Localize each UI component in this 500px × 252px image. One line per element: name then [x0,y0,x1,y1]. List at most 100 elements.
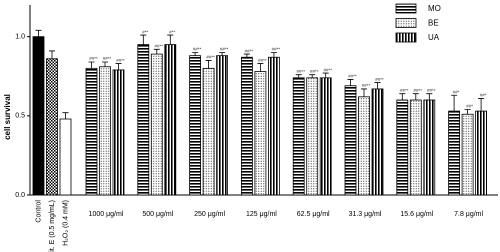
annotation: ##** [310,69,319,74]
annotation: ##** [155,44,164,49]
error-bar [219,52,226,56]
control-bar [32,36,45,196]
annotation: ##** [414,88,423,93]
bar [240,56,253,196]
error-bar [167,34,174,45]
error-bar [412,93,419,100]
annotation: ##** [220,47,229,52]
error-bar [464,109,471,115]
error-bar [451,94,458,112]
control-bar [46,58,58,196]
error-bar [399,93,406,100]
y-tick-label: 0.0 [15,192,25,199]
bar [371,88,384,196]
error-bar [115,63,122,70]
error-bar [295,74,302,78]
annotation: ##** [323,67,332,72]
bar [409,99,422,196]
legend-label: UA [428,33,440,42]
error-bar [243,53,250,58]
legend-label: BE [428,19,439,28]
y-axis-label: cell survival [3,94,12,140]
error-bar [88,61,95,69]
annotation: ##* [453,89,460,94]
annotation: ##** [258,58,267,63]
annotation: ##** [116,58,125,63]
error-bar [270,52,277,58]
annotation: ##* [466,104,473,109]
control-bar [59,118,72,196]
error-bar [374,82,381,89]
error-bar [205,60,212,69]
error-bar [426,93,433,100]
bar [267,56,280,196]
bar [99,66,111,196]
annotation: ##** [375,77,384,82]
error-bar [62,112,69,119]
annotation: #** [169,29,175,34]
annotation: ##** [206,55,215,60]
error-bar [153,48,160,55]
x-tick-label: 250 μg/ml [194,211,225,218]
error-bar [478,98,485,112]
annotation: ##** [348,74,357,79]
annotation: ##* [480,93,487,98]
x-tick-label: H₂O₂ (0.4 mM) [62,200,69,246]
legend-swatch [395,3,417,14]
x-tick-label: 1000 μg/ml [89,211,124,218]
bar [358,96,370,196]
annotation: ##** [362,83,371,88]
bar [396,99,409,196]
annotation: ##** [103,56,112,61]
bar [306,77,319,196]
annotation: ##** [245,48,254,53]
bar [344,85,357,196]
x-tick-label: 7.8 μg/ml [454,211,483,218]
bar [164,44,177,196]
x-tick-label: 500 μg/ml [142,211,173,218]
bar [112,69,125,196]
annotation: ##** [427,88,436,93]
legend-label: MO [428,4,441,13]
x-tick-label: 125 μg/ml [246,211,277,218]
bar [448,110,461,196]
error-bar [102,61,108,67]
x-tick-label: 62.5 μg/ml [297,211,330,218]
error-bar [140,34,147,45]
x-tick-label: Vit. E (0.5 mg/mL) [49,200,56,252]
error-bar [257,63,264,72]
bar [189,55,202,196]
annotation: ##** [272,47,281,52]
error-bar [49,50,55,59]
bar [137,44,150,196]
bar [85,67,98,196]
error-bar [309,74,316,78]
legend-swatch [395,18,417,28]
bar [461,113,474,196]
annotation: ##** [296,69,305,74]
error-bar [361,88,367,97]
x-tick-label: 15.6 μg/ml [400,211,433,218]
bar [319,77,332,196]
bar [216,55,229,196]
annotation: ##** [89,56,98,61]
bar [475,110,488,196]
bar [254,71,267,196]
bar [202,67,215,196]
bar [150,53,163,196]
error-bar [35,29,42,37]
annotation: #** [142,29,148,34]
x-tick-label: 31.3 μg/ml [349,211,382,218]
error-bar [347,79,354,86]
annotation: ##** [193,47,202,52]
error-bar [322,72,329,78]
legend-swatch [395,32,417,43]
bar [423,99,436,196]
bar [292,77,305,196]
y-tick-label: 0.5 [15,113,25,120]
y-tick-label: 1.0 [15,34,25,41]
annotation: ##** [400,88,409,93]
x-tick-label: Control [35,200,42,223]
error-bar [192,52,199,56]
